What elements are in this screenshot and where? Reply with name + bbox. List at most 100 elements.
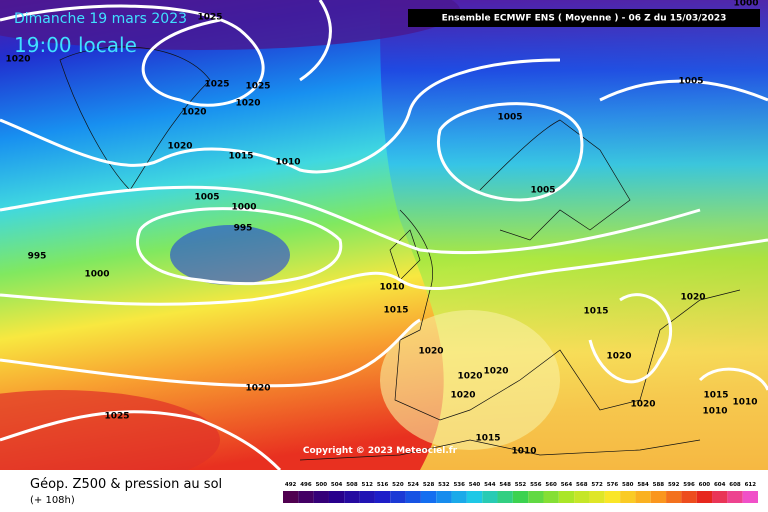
scale-swatch (436, 491, 452, 503)
scale-swatch (696, 491, 713, 503)
scale-label: 560 (545, 482, 557, 488)
scale-swatch (528, 491, 544, 503)
scale-label: 572 (591, 482, 603, 488)
scale-label: 544 (484, 482, 496, 488)
scale-label: 500 (316, 482, 328, 488)
scale-swatch (298, 491, 314, 503)
isobar-label: 1020 (457, 372, 482, 382)
isobar-label: 995 (234, 224, 253, 234)
model-banner (408, 9, 760, 27)
scale-label: 508 (346, 482, 358, 488)
scale-label: 592 (668, 482, 680, 488)
scale-label: 588 (653, 482, 665, 488)
isobar-label: 1020 (5, 55, 30, 65)
scale-swatch (466, 491, 483, 503)
scale-label: 576 (607, 482, 619, 488)
isobar-label: 1020 (418, 347, 443, 357)
scale-swatch (742, 491, 758, 503)
scale-swatch (681, 491, 697, 503)
scale-swatch (374, 491, 391, 503)
scale-swatch (666, 491, 682, 503)
scale-swatch (650, 491, 667, 503)
scale-label: 600 (699, 482, 711, 488)
copyright: Copyright © 2023 Meteociel.fr (303, 446, 458, 456)
scale-swatch (283, 491, 299, 503)
isobar-label: 1020 (235, 99, 260, 109)
isobar-label: 1000 (231, 203, 256, 213)
isobar-label: 995 (28, 252, 47, 262)
scale-label: 536 (453, 482, 465, 488)
model-info: Ensemble ECMWF ENS ( Moyenne ) - 06 Z du… (442, 14, 727, 24)
scale-label: 492 (285, 482, 297, 488)
scale-label: 516 (377, 482, 389, 488)
scale-swatch (328, 491, 345, 503)
scale-swatch (359, 491, 375, 503)
isobar-label: 1000 (733, 0, 758, 9)
isobar-label: 1025 (104, 412, 129, 422)
scale-swatch (635, 491, 651, 503)
isobar-label: 1025 (197, 13, 222, 23)
isobar-label: 1015 (383, 306, 408, 316)
scale-swatch (620, 491, 636, 503)
isobar-label: 1020 (606, 352, 631, 362)
scale-swatch (344, 491, 360, 503)
isobars (0, 0, 768, 470)
scale-label: 580 (622, 482, 634, 488)
isobar-label: 1015 (703, 391, 728, 401)
isobar-label: 1010 (511, 447, 536, 457)
scale-swatch (451, 491, 467, 503)
isobar-label: 1020 (483, 367, 508, 377)
scale-label: 612 (745, 482, 757, 488)
scale-label: 548 (499, 482, 511, 488)
isobar-label: 1020 (181, 108, 206, 118)
scale-swatch (558, 491, 575, 503)
isobar-label: 1010 (732, 398, 757, 408)
scale-swatch (420, 491, 437, 503)
scale-swatch (390, 491, 406, 503)
scale-swatch (405, 491, 421, 503)
isobar-label: 1000 (84, 270, 109, 280)
scale-swatch (589, 491, 605, 503)
scale-swatch (574, 491, 590, 503)
scale-swatch (512, 491, 529, 503)
scale-label: 608 (729, 482, 741, 488)
scale-label: 596 (683, 482, 695, 488)
scale-label: 512 (362, 482, 374, 488)
scale-swatch (712, 491, 728, 503)
scale-swatch (497, 491, 513, 503)
isobar-label: 1020 (450, 391, 475, 401)
lead-time: (+ 108h) (30, 495, 75, 506)
scale-label: 584 (637, 482, 649, 488)
date: Dimanche 19 mars 2023 (14, 11, 187, 27)
scale-swatch (727, 491, 743, 503)
isobar-label: 1025 (245, 82, 270, 92)
isobar-label: 1020 (630, 400, 655, 410)
isobar-label: 1010 (702, 407, 727, 417)
scale-swatch (313, 491, 329, 503)
footer-title: Géop. Z500 & pression au sol (30, 477, 222, 492)
isobar-label: 1015 (475, 434, 500, 444)
scale-label: 520 (392, 482, 404, 488)
scale-swatch (543, 491, 559, 503)
isobar-label: 1005 (678, 77, 703, 87)
scale-label: 552 (515, 482, 527, 488)
scale-label: 564 (561, 482, 573, 488)
isobar-label: 1005 (530, 186, 555, 196)
scale-swatch (482, 491, 498, 503)
scale-label: 532 (438, 482, 450, 488)
scale-label: 540 (469, 482, 481, 488)
scale-label: 568 (576, 482, 588, 488)
isobar-label: 1015 (583, 307, 608, 317)
isobar-label: 1010 (379, 283, 404, 293)
scale-label: 604 (714, 482, 726, 488)
isobar-label: 1005 (194, 193, 219, 203)
isobar-label: 1010 (275, 158, 300, 168)
isobar-label: 1025 (204, 80, 229, 90)
scale-label: 524 (407, 482, 419, 488)
isobar-label: 1020 (167, 142, 192, 152)
scale-label: 528 (423, 482, 435, 488)
scale-label: 556 (530, 482, 542, 488)
scale-label: 496 (300, 482, 312, 488)
